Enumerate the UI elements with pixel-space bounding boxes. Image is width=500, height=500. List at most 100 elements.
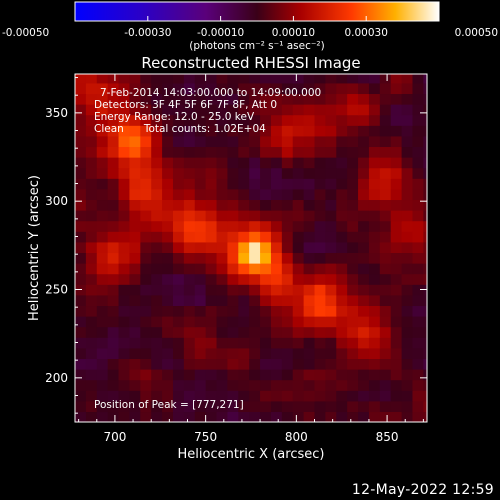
heatmap-cell [205, 188, 218, 201]
heatmap-cell [390, 157, 403, 169]
heatmap-cell [238, 210, 250, 222]
heatmap-cell [227, 220, 239, 232]
heatmap-cell [336, 146, 348, 158]
heatmap-cell [314, 167, 326, 179]
heatmap-cell [379, 199, 392, 211]
heatmap-cell [270, 326, 283, 338]
y-tick-label: 200 [45, 371, 68, 385]
heatmap-cell [96, 178, 109, 190]
heatmap-image [75, 74, 427, 422]
heatmap-cell [249, 93, 261, 105]
heatmap-cell [75, 316, 87, 328]
heatmap-cell [238, 252, 250, 264]
heatmap-cell [183, 188, 196, 201]
heatmap-cell [368, 146, 381, 158]
heatmap-cell [151, 369, 163, 381]
heatmap-cell [390, 316, 403, 328]
heatmap-cell [107, 146, 120, 158]
heatmap-cell [172, 104, 185, 116]
heatmap-cell [314, 316, 326, 328]
heatmap-cell [249, 157, 261, 169]
heatmap-cell [140, 284, 152, 296]
heatmap-cell [423, 210, 427, 222]
heatmap-cell [281, 411, 294, 422]
heatmap-cell [347, 294, 359, 307]
heatmap-cell [314, 157, 326, 169]
heatmap-cell [183, 231, 196, 243]
heatmap-cell [249, 82, 261, 95]
heatmap-cell [249, 114, 261, 126]
heatmap-cell [96, 347, 109, 360]
heatmap-cell [205, 305, 218, 317]
heatmap-cell [336, 369, 348, 381]
heatmap-cell [194, 104, 207, 116]
heatmap-cell [423, 316, 427, 328]
heatmap-cell [423, 379, 427, 391]
heatmap-cell [368, 263, 381, 275]
heatmap-cell [96, 263, 109, 275]
heatmap-cell [129, 82, 141, 95]
heatmap-cell [423, 157, 427, 169]
heatmap-cell [205, 231, 218, 243]
heatmap-cell [379, 231, 392, 243]
heatmap-cell [118, 93, 131, 105]
heatmap-cell [270, 157, 283, 169]
heatmap-cell [270, 241, 283, 254]
heatmap-cell [205, 347, 218, 360]
heatmap-cell [281, 125, 294, 137]
heatmap-cell [151, 326, 163, 338]
heatmap-cell [260, 125, 272, 137]
heatmap-cell [358, 188, 370, 201]
heatmap-cell [172, 135, 185, 148]
heatmap-cell [336, 347, 348, 360]
heatmap-cell [183, 241, 196, 254]
heatmap-cell [194, 411, 207, 422]
heatmap-cell [107, 305, 120, 317]
heatmap-cell [107, 167, 120, 179]
heatmap-cell [85, 294, 98, 307]
heatmap-cell [314, 400, 326, 413]
heatmap-cell [260, 316, 272, 328]
heatmap-cell [140, 347, 152, 360]
heatmap-cell [336, 252, 348, 264]
heatmap-cell [162, 93, 174, 105]
heatmap-cell [172, 167, 185, 179]
heatmap-cell [216, 337, 229, 349]
heatmap-cell [183, 379, 196, 391]
heatmap-cell [75, 358, 87, 370]
heatmap-cell [336, 199, 348, 211]
heatmap-cell [347, 167, 359, 179]
heatmap-cell [205, 93, 218, 105]
heatmap-cell [151, 390, 163, 402]
heatmap-cell [423, 241, 427, 254]
heatmap-cell [292, 146, 305, 158]
heatmap-cell [183, 347, 196, 360]
heatmap-cell [401, 390, 414, 402]
heatmap-cell [140, 411, 152, 422]
heatmap-cell [281, 74, 294, 84]
heatmap-cell [85, 263, 98, 275]
heatmap-cell [151, 93, 163, 105]
heatmap-cell [401, 93, 414, 105]
heatmap-cell [194, 400, 207, 413]
heatmap-cell [162, 284, 174, 296]
heatmap-cell [390, 231, 403, 243]
heatmap-cell [107, 199, 120, 211]
heatmap-cell [85, 135, 98, 148]
heatmap-cell [270, 273, 283, 285]
heatmap-cell [260, 263, 272, 275]
heatmap-cell [379, 316, 392, 328]
heatmap-cell [303, 294, 316, 307]
heatmap-cell [336, 104, 348, 116]
heatmap-cell [216, 199, 229, 211]
heatmap-cell [368, 178, 381, 190]
heatmap-cell [260, 74, 272, 84]
heatmap-cell [249, 379, 261, 391]
heatmap-cell [75, 135, 87, 148]
heatmap-cell [292, 241, 305, 254]
heatmap-cell [347, 337, 359, 349]
heatmap-cell [314, 294, 326, 307]
heatmap-cell [281, 178, 294, 190]
heatmap-cell [194, 273, 207, 285]
heatmap-cell [216, 305, 229, 317]
